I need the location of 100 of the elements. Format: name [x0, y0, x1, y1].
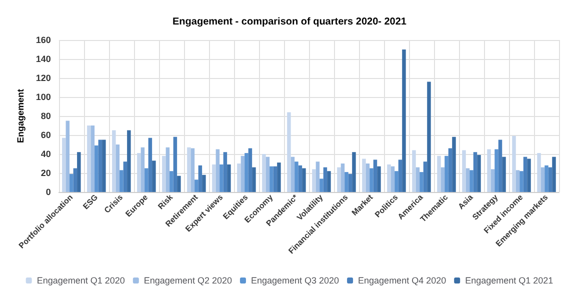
bar	[487, 149, 491, 192]
bar	[223, 152, 228, 192]
bar	[440, 167, 445, 192]
bar	[66, 120, 70, 192]
bar	[148, 138, 152, 192]
bar	[212, 164, 216, 192]
bar	[366, 164, 370, 192]
bar	[94, 145, 98, 192]
bar	[423, 162, 428, 192]
y-tick-label: 60	[40, 130, 51, 140]
bar	[294, 162, 298, 192]
bar	[277, 162, 281, 192]
bar	[70, 174, 74, 192]
bar	[273, 166, 278, 192]
bar	[544, 165, 548, 192]
legend-label: Engagement Q1 2021	[465, 276, 554, 286]
bar	[244, 153, 248, 192]
bar	[62, 138, 66, 192]
bar	[427, 82, 431, 192]
bar	[266, 156, 270, 192]
bar	[227, 164, 231, 192]
bar	[477, 154, 481, 192]
bar	[523, 156, 528, 192]
y-tick-label: 100	[36, 92, 51, 102]
bar	[237, 164, 241, 192]
bar	[220, 164, 224, 192]
bar	[394, 171, 398, 192]
bar	[444, 156, 448, 192]
y-tick-label: 160	[36, 35, 51, 45]
bar	[102, 140, 106, 192]
bar	[512, 136, 516, 192]
y-axis-title: Engagement	[16, 88, 26, 144]
bar	[390, 166, 395, 192]
bar	[537, 153, 541, 192]
bar	[416, 167, 420, 192]
bar	[116, 144, 120, 192]
bar	[187, 147, 191, 192]
bar	[362, 158, 366, 192]
bar	[316, 162, 320, 192]
y-tick-label: 20	[40, 168, 51, 178]
bar	[194, 180, 198, 192]
y-tick-label: 80	[40, 111, 51, 121]
bar	[144, 168, 148, 192]
bar	[373, 160, 378, 192]
bar	[112, 130, 116, 192]
bar	[320, 178, 324, 192]
bar	[377, 166, 381, 192]
legend-label: Engagement Q3 2020	[250, 276, 340, 286]
bar	[120, 170, 124, 192]
bar	[198, 165, 202, 192]
bar	[90, 126, 95, 192]
bar	[466, 168, 470, 192]
legend-label: Engagement Q4 2020	[358, 276, 446, 286]
bar	[420, 172, 424, 192]
bar	[170, 171, 174, 192]
bar	[127, 130, 131, 192]
bar	[152, 160, 156, 192]
bar	[494, 149, 498, 192]
bar	[123, 162, 128, 192]
y-tick-label: 40	[40, 149, 51, 159]
bar	[448, 148, 452, 192]
bar	[552, 156, 556, 192]
bar	[270, 166, 274, 192]
bar	[298, 165, 302, 192]
bar	[370, 168, 374, 192]
bar	[540, 167, 545, 192]
bar	[498, 140, 502, 192]
bar	[252, 167, 256, 192]
bar	[137, 153, 141, 192]
bar	[473, 152, 478, 192]
bar	[173, 136, 178, 192]
bar	[340, 164, 345, 192]
bar	[177, 176, 181, 192]
bar	[262, 154, 266, 192]
legend-label: Engagement Q2 2020	[144, 276, 232, 286]
bar	[87, 126, 91, 192]
bar	[140, 147, 145, 192]
bar	[527, 158, 531, 192]
bar	[290, 156, 295, 192]
bar	[162, 156, 166, 192]
y-tick-label: 120	[36, 73, 51, 83]
bar	[166, 147, 170, 192]
bar	[327, 171, 331, 192]
bar	[240, 156, 245, 192]
bar	[452, 136, 456, 192]
bar	[248, 148, 252, 192]
y-tick-label: 140	[36, 54, 51, 64]
legend-label: Engagement Q1 2020	[36, 276, 125, 286]
bar	[312, 169, 316, 192]
bar	[202, 174, 206, 192]
bar	[190, 148, 195, 192]
bar	[412, 150, 416, 192]
bar	[520, 171, 524, 192]
bar	[344, 172, 348, 192]
y-tick-label: 0	[46, 187, 51, 197]
bar	[387, 164, 391, 192]
bar	[77, 152, 81, 192]
bar	[548, 167, 552, 192]
bar	[470, 170, 474, 192]
bar	[398, 160, 402, 192]
